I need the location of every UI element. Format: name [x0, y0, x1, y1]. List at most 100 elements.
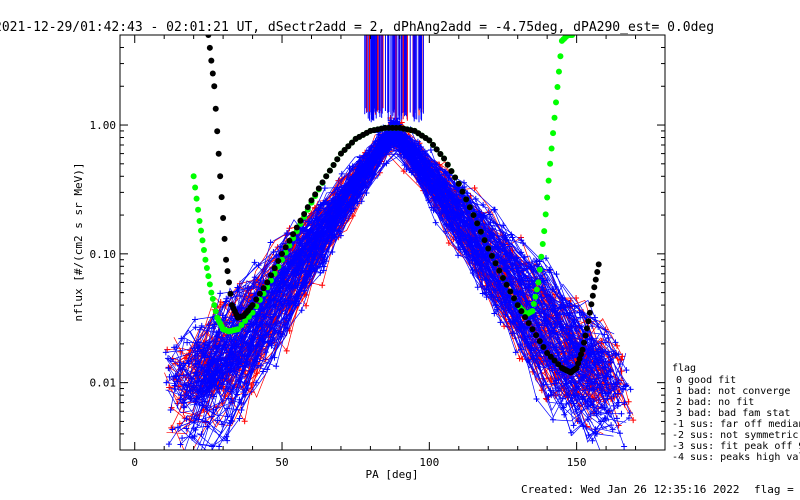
- fit-dot: [190, 173, 197, 180]
- fit-dot: [455, 180, 462, 187]
- data-marker: [615, 399, 622, 406]
- fit-dot: [488, 252, 495, 259]
- fit-dot: [282, 244, 289, 251]
- x-tick-label: 0: [131, 456, 138, 469]
- fit-dot: [554, 83, 561, 90]
- fit-dot: [275, 257, 282, 264]
- data-marker: [195, 338, 202, 345]
- data-marker: [620, 385, 627, 392]
- fit-dot: [499, 274, 506, 281]
- legend-entry: 1 bad: not converge: [676, 386, 790, 397]
- fit-dot: [264, 279, 271, 286]
- fit-dot: [196, 217, 203, 224]
- fit-dot: [195, 206, 202, 213]
- flux-line: [205, 152, 613, 393]
- fit-dot: [538, 253, 545, 260]
- fit-dot: [481, 237, 488, 244]
- fit-dot: [226, 279, 232, 286]
- fit-dot: [532, 293, 539, 300]
- fit-dot: [555, 361, 562, 368]
- fit-dot: [433, 146, 440, 153]
- peak-spikes: [364, 35, 424, 123]
- data-marker: [190, 384, 197, 391]
- fit-dot: [551, 357, 558, 364]
- fit-dot: [548, 145, 555, 152]
- x-tick-label: 100: [419, 456, 439, 469]
- data-marker: [178, 457, 184, 463]
- y-tick-label: 0.10: [90, 248, 117, 261]
- data-marker: [185, 456, 191, 462]
- fit-dot: [511, 295, 518, 302]
- fit-dot: [238, 322, 245, 329]
- fit-dot: [199, 237, 206, 244]
- fit-dot: [514, 302, 521, 309]
- fit-dot: [212, 308, 219, 315]
- fit-dot: [211, 302, 218, 309]
- data-marker: [194, 352, 201, 359]
- flux-line: [183, 143, 610, 381]
- fit-dot: [459, 188, 466, 195]
- flux-line: [198, 143, 627, 380]
- fit-dot: [525, 320, 532, 327]
- data-marker: [615, 390, 622, 397]
- fit-dot: [579, 346, 586, 353]
- fit-dot: [589, 292, 596, 299]
- fit-dot: [293, 224, 300, 231]
- x-axis-ticks: 0 50 100 150: [131, 35, 637, 469]
- data-marker: [608, 422, 615, 429]
- fit-dot: [550, 130, 557, 137]
- flux-line: [183, 138, 610, 417]
- data-marker: [627, 386, 634, 393]
- fit-dot: [466, 204, 473, 211]
- data-marker: [603, 416, 610, 423]
- data-marker: [590, 380, 597, 387]
- fit-dot: [242, 317, 249, 324]
- fit-dot: [253, 296, 260, 303]
- data-marker: [614, 342, 621, 349]
- fit-dot: [203, 264, 210, 271]
- data-marker: [617, 361, 624, 368]
- x-axis-label: PA [deg]: [366, 468, 419, 481]
- data-marker: [169, 426, 176, 433]
- fit-dot: [529, 326, 536, 333]
- fit-dot: [319, 179, 326, 186]
- fit-dot: [541, 228, 548, 235]
- fit-dot: [591, 284, 598, 291]
- fit-dot: [539, 240, 546, 247]
- fit-dot: [474, 220, 481, 227]
- fit-dot: [575, 360, 582, 367]
- fit-dot: [544, 349, 551, 356]
- fit-dot: [547, 353, 554, 360]
- plot-frame: [119, 34, 666, 451]
- fit-dot: [452, 174, 459, 181]
- fit-dot: [503, 281, 510, 288]
- flag-legend: flag 0 good fit 1 bad: not converge 2 ba…: [672, 363, 800, 463]
- fit-dot: [215, 150, 222, 157]
- fit-dot: [315, 185, 322, 192]
- fit-dot: [345, 143, 352, 150]
- fit-dot: [580, 339, 587, 346]
- data-marker: [191, 415, 198, 422]
- fit-dot: [470, 212, 477, 219]
- fit-dot: [208, 289, 215, 296]
- fit-dot: [227, 290, 234, 297]
- fit-dot: [297, 217, 304, 224]
- fit-dot: [518, 308, 525, 315]
- fit-dot: [267, 272, 274, 279]
- fit-dot: [193, 195, 200, 202]
- flag-value: flag = 0: [754, 483, 800, 496]
- fit-dot: [308, 197, 315, 204]
- fit-dot: [585, 318, 592, 325]
- data-marker: [167, 356, 174, 363]
- fit-dot: [533, 286, 540, 293]
- fit-dot: [220, 215, 227, 222]
- fit-dot: [211, 83, 218, 90]
- fit-dot: [209, 295, 216, 302]
- flux-line: [175, 139, 615, 348]
- legend-entry: 0 good fit: [676, 375, 736, 386]
- fit-dot: [545, 177, 552, 184]
- fit-dot: [530, 300, 537, 307]
- limit-fit-curve: [205, 35, 602, 376]
- flux-curve: [180, 133, 619, 376]
- flux-curves: [162, 35, 637, 463]
